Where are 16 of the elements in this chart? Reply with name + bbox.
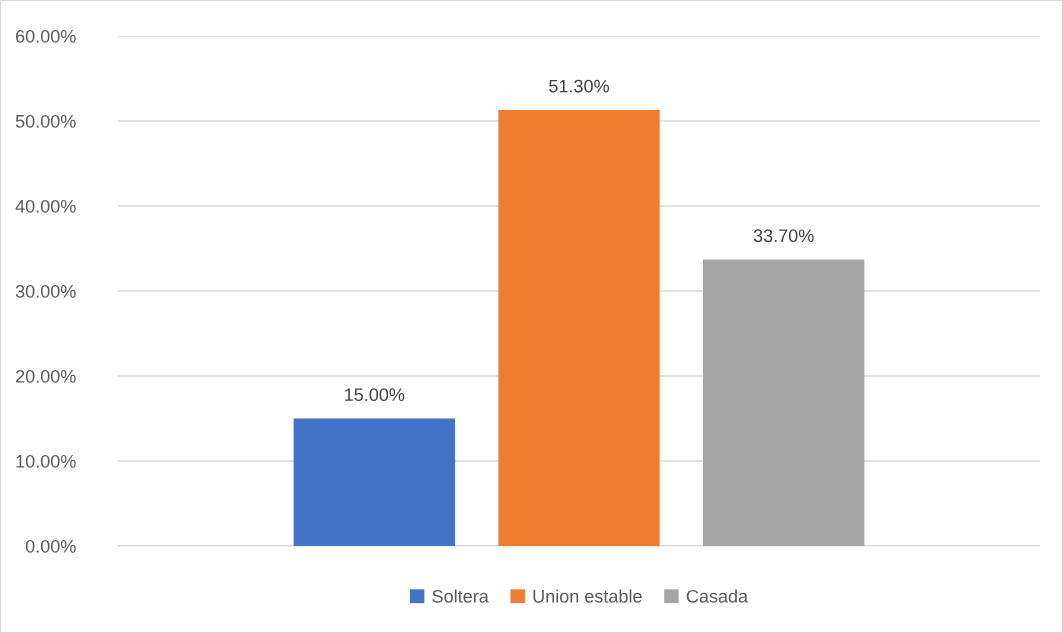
- y-tick-label: 40.00%: [15, 199, 76, 213]
- bar: [703, 259, 865, 546]
- data-label: 15.00%: [345, 388, 405, 402]
- bar: [498, 109, 660, 546]
- data-label: 51.30%: [549, 79, 609, 93]
- y-tick-label: 10.00%: [16, 454, 76, 468]
- y-tick-label: 50.00%: [15, 114, 76, 128]
- legend-label: Soltera: [432, 589, 489, 603]
- data-label: 33.70%: [753, 229, 814, 243]
- y-tick-label: 60.00%: [16, 29, 76, 43]
- y-tick-label: 30.00%: [15, 284, 76, 298]
- legend-label: Casada: [686, 589, 749, 603]
- legend-label: Union estable: [533, 589, 642, 603]
- y-tick-label: 20.00%: [16, 369, 76, 383]
- bar: [293, 418, 455, 546]
- y-tick-label: 0.00%: [25, 539, 76, 553]
